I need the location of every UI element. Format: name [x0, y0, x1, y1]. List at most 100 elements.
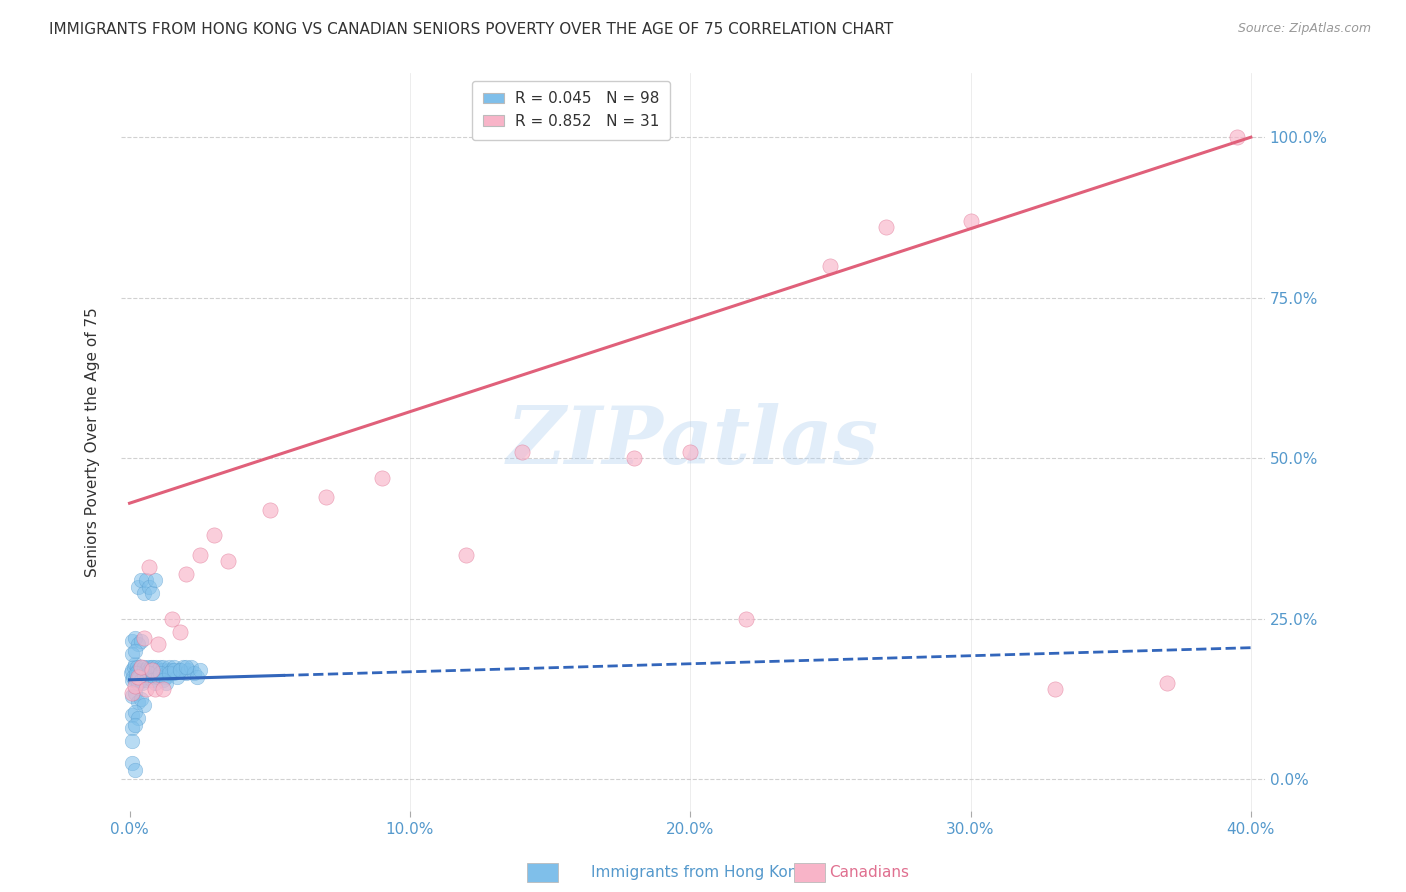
Point [124, 718, 146, 732]
Point [174, 666, 197, 681]
Point [138, 580, 160, 594]
Point [127, 695, 149, 709]
Point [169, 663, 191, 677]
Point [135, 673, 157, 687]
Point [124, 631, 146, 645]
Point [183, 666, 205, 681]
Point [169, 624, 191, 639]
Text: Immigrants from Hong Kong: Immigrants from Hong Kong [591, 865, 807, 880]
Point [127, 638, 149, 652]
Point [146, 663, 169, 677]
Point [679, 445, 702, 459]
Point [124, 763, 146, 777]
Point [121, 686, 143, 700]
Point [163, 663, 186, 677]
Point [163, 666, 186, 681]
Point [121, 721, 143, 735]
Point [138, 560, 160, 574]
Point [127, 711, 149, 725]
Point [510, 445, 533, 459]
Point [132, 586, 155, 600]
Point [454, 548, 477, 562]
Point [141, 666, 163, 681]
Point [177, 663, 200, 677]
Point [132, 660, 155, 674]
Point [143, 682, 166, 697]
Point [128, 670, 150, 684]
Point [121, 634, 143, 648]
Point [820, 259, 842, 273]
Point [160, 663, 183, 677]
Point [138, 663, 160, 677]
Point [125, 666, 148, 681]
Point [141, 673, 163, 687]
Point [132, 631, 155, 645]
Point [127, 676, 149, 690]
Point [149, 666, 172, 681]
Point [135, 663, 157, 677]
Point [129, 663, 152, 677]
Point [202, 528, 225, 542]
Point [157, 663, 180, 677]
Point [169, 663, 191, 677]
Point [186, 670, 208, 684]
Point [135, 682, 157, 697]
Text: ZIPatlas: ZIPatlas [508, 403, 879, 481]
Point [132, 698, 155, 713]
Point [127, 673, 149, 687]
Point [163, 660, 186, 674]
Point [121, 673, 143, 687]
Point [121, 708, 143, 723]
Point [1156, 676, 1178, 690]
Point [122, 660, 145, 674]
Point [136, 660, 159, 674]
Point [146, 670, 169, 684]
Point [124, 670, 146, 684]
Point [315, 490, 337, 504]
Point [138, 666, 160, 681]
Point [143, 574, 166, 588]
Point [135, 670, 157, 684]
Point [129, 574, 152, 588]
Point [152, 660, 174, 674]
Point [121, 689, 143, 703]
Point [141, 663, 163, 677]
Point [132, 663, 155, 677]
Point [174, 566, 197, 581]
Point [166, 670, 188, 684]
Point [188, 548, 211, 562]
Point [174, 660, 197, 674]
Point [143, 676, 166, 690]
Point [152, 673, 174, 687]
Point [132, 670, 155, 684]
Point [141, 670, 163, 684]
Point [152, 682, 174, 697]
Point [145, 660, 167, 674]
Point [124, 679, 146, 693]
Point [371, 470, 394, 484]
Point [128, 670, 150, 684]
Point [125, 660, 148, 674]
Point [127, 663, 149, 677]
Point [129, 634, 152, 648]
Text: Source: ZipAtlas.com: Source: ZipAtlas.com [1237, 22, 1371, 36]
Text: Canadians: Canadians [830, 865, 910, 880]
Point [135, 574, 157, 588]
Point [180, 660, 202, 674]
Point [121, 734, 143, 748]
Point [120, 666, 142, 681]
Point [121, 756, 143, 771]
Point [138, 666, 160, 681]
Point [259, 502, 281, 516]
Point [143, 663, 166, 677]
Point [142, 660, 165, 674]
Point [129, 660, 152, 674]
Point [623, 451, 645, 466]
Point [143, 666, 166, 681]
Point [157, 666, 180, 681]
Point [139, 660, 162, 674]
Point [1043, 682, 1066, 697]
Point [124, 644, 146, 658]
Point [129, 673, 152, 687]
Text: IMMIGRANTS FROM HONG KONG VS CANADIAN SENIORS POVERTY OVER THE AGE OF 75 CORRELA: IMMIGRANTS FROM HONG KONG VS CANADIAN SE… [49, 22, 893, 37]
